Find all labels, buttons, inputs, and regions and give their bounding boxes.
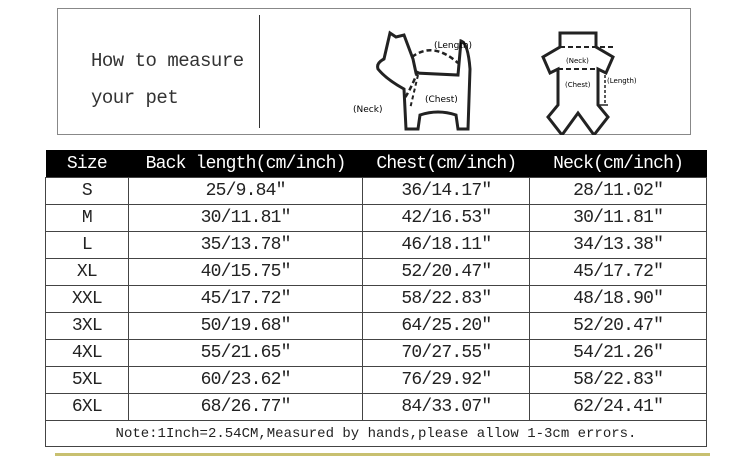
cell-neck: 45/17.72" <box>529 258 707 286</box>
cell-neck: 34/13.38" <box>529 231 707 259</box>
shirt-neck-label: (Neck) <box>566 57 589 65</box>
guide-title-line2: your pet <box>91 87 179 109</box>
note-text: Note:1Inch=2.54CM,Measured by hands,plea… <box>45 420 707 447</box>
cell-back-length: 45/17.72" <box>127 285 364 313</box>
header-neck: Neck(cm/inch) <box>529 150 707 178</box>
cell-size: 5XL <box>45 366 129 394</box>
cell-chest: 52/20.47" <box>362 258 531 286</box>
cell-size: L <box>45 231 129 259</box>
header-back-length: Back length(cm/inch) <box>128 150 363 178</box>
cell-size: 3XL <box>45 312 129 340</box>
cell-chest: 36/14.17" <box>362 177 531 205</box>
dog-neck-label: (Neck) <box>353 105 382 115</box>
header-chest: Chest(cm/inch) <box>362 150 530 178</box>
cell-size: XXL <box>45 285 129 313</box>
cell-neck: 48/18.90" <box>529 285 707 313</box>
dog-measure-illustration: (Length) (Neck) (Chest) <box>353 30 472 131</box>
table-row: 6XL 68/26.77" 84/33.07" 62/24.41" <box>45 393 707 421</box>
table-row: XL 40/15.75" 52/20.47" 45/17.72" <box>45 258 707 286</box>
cell-neck: 28/11.02" <box>529 177 707 205</box>
note-row: Note:1Inch=2.54CM,Measured by hands,plea… <box>45 420 707 447</box>
cell-chest: 64/25.20" <box>362 312 531 340</box>
cell-back-length: 50/19.68" <box>127 312 364 340</box>
cell-back-length: 55/21.65" <box>127 339 364 367</box>
table-row: XXL 45/17.72" 58/22.83" 48/18.90" <box>45 285 707 313</box>
cell-back-length: 30/11.81" <box>127 204 364 232</box>
cell-size: S <box>45 177 129 205</box>
cell-chest: 84/33.07" <box>362 393 531 421</box>
cell-size: 4XL <box>45 339 129 367</box>
shirt-length-label: (Length) <box>607 77 637 85</box>
cell-neck: 52/20.47" <box>529 312 707 340</box>
guide-title: How to measure your pet <box>91 43 244 117</box>
guide-title-line1: How to measure <box>91 50 244 72</box>
table-row: L 35/13.78" 46/18.11" 34/13.38" <box>45 231 707 259</box>
shirt-chest-label: (Chest) <box>565 81 591 89</box>
cell-size: XL <box>45 258 129 286</box>
divider <box>259 15 260 128</box>
table-row: M 30/11.81" 42/16.53" 30/11.81" <box>45 204 707 232</box>
table-row: 4XL 55/21.65" 70/27.55" 54/21.26" <box>45 339 707 367</box>
cell-chest: 42/16.53" <box>362 204 531 232</box>
table-row: 5XL 60/23.62" 76/29.92" 58/22.83" <box>45 366 707 394</box>
cell-chest: 70/27.55" <box>362 339 531 367</box>
table-row: 3XL 50/19.68" 64/25.20" 52/20.47" <box>45 312 707 340</box>
header-size: Size <box>45 150 129 178</box>
size-chart-table: Size Back length(cm/inch) Chest(cm/inch)… <box>45 150 707 447</box>
cell-chest: 76/29.92" <box>362 366 531 394</box>
cell-back-length: 40/15.75" <box>127 258 364 286</box>
cell-back-length: 25/9.84" <box>127 177 364 205</box>
bottom-accent-line <box>55 453 710 456</box>
table-row: S 25/9.84" 36/14.17" 28/11.02" <box>45 177 707 205</box>
cell-chest: 46/18.11" <box>362 231 531 259</box>
cell-back-length: 68/26.77" <box>127 393 364 421</box>
dog-length-label: (Length) <box>434 41 472 51</box>
cell-chest: 58/22.83" <box>362 285 531 313</box>
shirt-measure-illustration: (Neck) (Chest) (Length) <box>541 31 637 135</box>
cell-neck: 58/22.83" <box>529 366 707 394</box>
cell-neck: 62/24.41" <box>529 393 707 421</box>
cell-size: 6XL <box>45 393 129 421</box>
measure-guide-panel: How to measure your pet (Length) (Neck) … <box>57 8 691 135</box>
cell-size: M <box>45 204 129 232</box>
cell-back-length: 35/13.78" <box>127 231 364 259</box>
cell-neck: 30/11.81" <box>529 204 707 232</box>
cell-back-length: 60/23.62" <box>127 366 364 394</box>
table-header-row: Size Back length(cm/inch) Chest(cm/inch)… <box>45 150 707 178</box>
dog-chest-label: (Chest) <box>425 95 458 105</box>
cell-neck: 54/21.26" <box>529 339 707 367</box>
